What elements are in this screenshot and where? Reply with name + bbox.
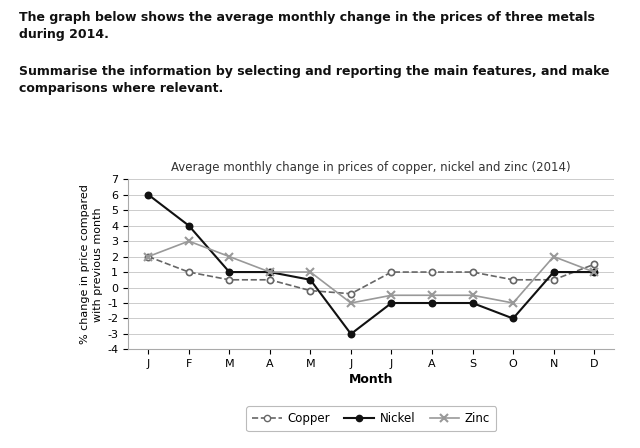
Copper [428,269,436,275]
Line: Copper: Copper [145,254,597,297]
Zinc [225,254,233,259]
Copper [509,277,517,283]
Text: Summarise the information by selecting and reporting the main features, and make: Summarise the information by selecting a… [19,65,610,95]
Line: Nickel: Nickel [145,192,597,337]
Zinc [266,269,274,275]
Zinc [347,300,355,306]
Zinc [468,293,476,298]
Nickel [468,300,476,306]
Nickel [428,300,436,306]
Y-axis label: % change in price compared
with previous month: % change in price compared with previous… [80,185,103,344]
Copper [266,277,274,283]
Text: The graph below shows the average monthly change in the prices of three metals
d: The graph below shows the average monthl… [19,11,595,41]
Zinc [307,269,314,275]
X-axis label: Month: Month [349,373,394,386]
Zinc [509,300,517,306]
Copper [550,277,557,283]
Copper [145,254,152,259]
Nickel [347,331,355,336]
Nickel [590,269,598,275]
Zinc [550,254,557,259]
Nickel [145,192,152,198]
Nickel [266,269,274,275]
Copper [590,262,598,267]
Nickel [509,316,517,321]
Zinc [388,293,396,298]
Copper [225,277,233,283]
Copper [388,269,396,275]
Copper [185,269,193,275]
Title: Average monthly change in prices of copper, nickel and zinc (2014): Average monthly change in prices of copp… [172,161,571,174]
Zinc [428,293,436,298]
Copper [307,288,314,293]
Copper [347,291,355,297]
Nickel [225,269,233,275]
Zinc [145,254,152,259]
Nickel [185,223,193,228]
Copper [468,269,476,275]
Nickel [388,300,396,306]
Line: Zinc: Zinc [145,237,598,307]
Zinc [590,269,598,275]
Zinc [185,238,193,244]
Nickel [550,269,557,275]
Legend: Copper, Nickel, Zinc: Copper, Nickel, Zinc [246,406,496,431]
Nickel [307,277,314,283]
